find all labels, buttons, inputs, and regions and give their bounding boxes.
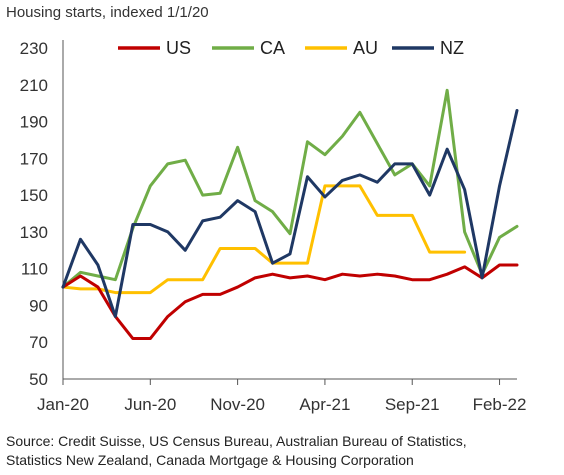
series-line-au [61, 184, 467, 295]
series-line-nz [61, 109, 519, 318]
y-tick-label: 50 [29, 370, 48, 389]
y-tick-label: 110 [21, 260, 48, 279]
y-tick-label: 150 [20, 186, 48, 205]
source-note: Source: Credit Suisse, US Census Bureau,… [6, 432, 467, 470]
legend-label-nz: NZ [440, 38, 464, 58]
x-axis: Jan-20 Jun-20 Nov-20 Apr-21 Sep-21 Feb-22 [37, 378, 527, 414]
series-layer [61, 88, 519, 341]
x-tick-label: Jan-20 [37, 395, 89, 414]
x-tick-label: Apr-21 [299, 395, 350, 414]
y-tick-label: 90 [29, 296, 48, 315]
legend-label-au: AU [353, 38, 378, 58]
legend-label-ca: CA [260, 38, 285, 58]
x-tick-label: Nov-20 [210, 395, 265, 414]
y-tick-label: 230 [20, 39, 48, 58]
y-tick-label: 70 [29, 333, 48, 352]
y-tick-label: 170 [20, 149, 48, 168]
source-line-2: Statistics New Zealand, Canada Mortgage … [6, 452, 414, 468]
line-chart: US CA AU NZ 50 70 90 110 130 150 170 190 210 230 Jan… [20, 38, 527, 414]
y-tick-label: 210 [20, 76, 48, 95]
y-tick-label: 130 [20, 223, 48, 242]
chart-title: Housing starts, indexed 1/1/20 [6, 4, 209, 21]
legend: US CA AU NZ [118, 38, 464, 58]
legend-label-us: US [166, 38, 191, 58]
series-line-us [61, 263, 519, 341]
y-axis: 50 70 90 110 130 150 170 190 210 230 [20, 39, 64, 389]
x-tick-label: Sep-21 [385, 395, 440, 414]
y-tick-label: 190 [20, 113, 48, 132]
source-line-1: Source: Credit Suisse, US Census Bureau,… [6, 433, 467, 449]
series-line-ca [61, 88, 519, 289]
x-tick-label: Feb-22 [473, 395, 527, 414]
x-tick-label: Jun-20 [124, 395, 176, 414]
